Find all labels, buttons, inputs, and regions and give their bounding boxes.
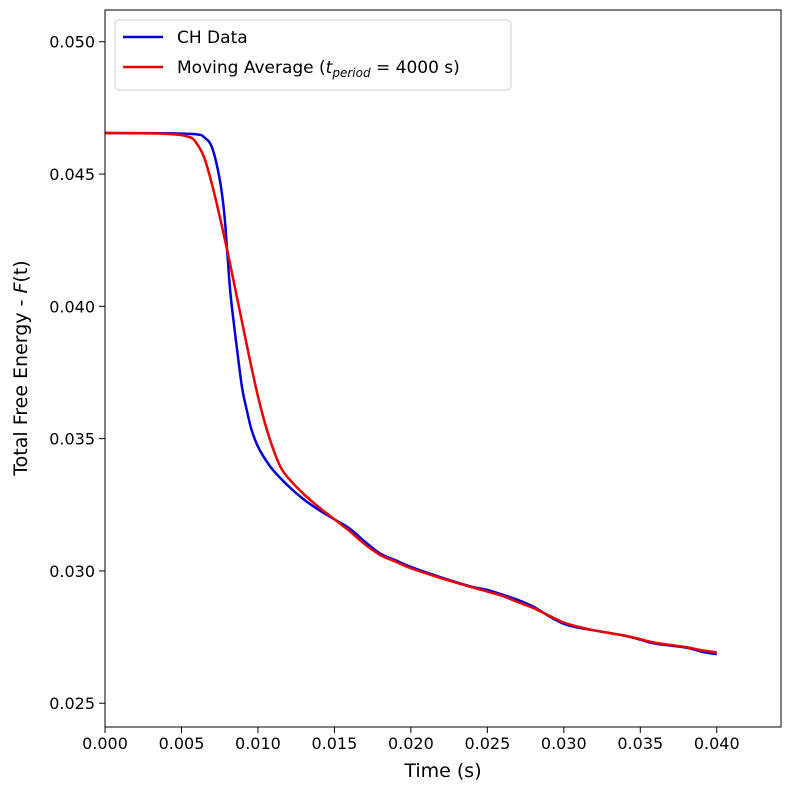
legend-box xyxy=(114,19,512,91)
y-axis-title: Total Free Energy - F(t) xyxy=(10,260,32,476)
series-line-moving-average xyxy=(104,131,717,654)
plot-frame xyxy=(104,9,782,728)
legend-label-ch-data: CH Data xyxy=(177,28,248,48)
y-tick-label: 0.035 xyxy=(49,430,95,449)
x-axis-ticks: 0.000 0.005 0.010 0.015 0.020 0.025 0.030 0.035… xyxy=(82,727,740,753)
legend-label-moving-average: Moving Average (tperiod = 4000 s) xyxy=(177,58,460,80)
y-tick-label: 0.045 xyxy=(49,165,95,184)
x-tick-label: 0.020 xyxy=(388,734,434,753)
y-tick-label: 0.050 xyxy=(49,33,95,52)
legend: CH Data Moving Average (tperiod = 4000 s… xyxy=(114,19,512,91)
y-axis-ticks: 0.025 0.030 0.035 0.040 0.045 0.050 xyxy=(49,33,105,713)
x-tick-label: 0.030 xyxy=(541,734,587,753)
x-axis-title: Time (s) xyxy=(403,760,481,782)
x-tick-label: 0.000 xyxy=(82,734,128,753)
x-tick-label: 0.015 xyxy=(312,734,358,753)
plot-series xyxy=(104,131,717,656)
y-tick-label: 0.025 xyxy=(49,694,95,713)
y-tick-label: 0.030 xyxy=(49,562,95,581)
y-tick-label: 0.040 xyxy=(49,297,95,316)
x-tick-label: 0.005 xyxy=(159,734,205,753)
x-tick-label: 0.025 xyxy=(464,734,510,753)
x-tick-label: 0.035 xyxy=(617,734,663,753)
x-tick-label: 0.040 xyxy=(694,734,740,753)
x-tick-label: 0.010 xyxy=(235,734,281,753)
